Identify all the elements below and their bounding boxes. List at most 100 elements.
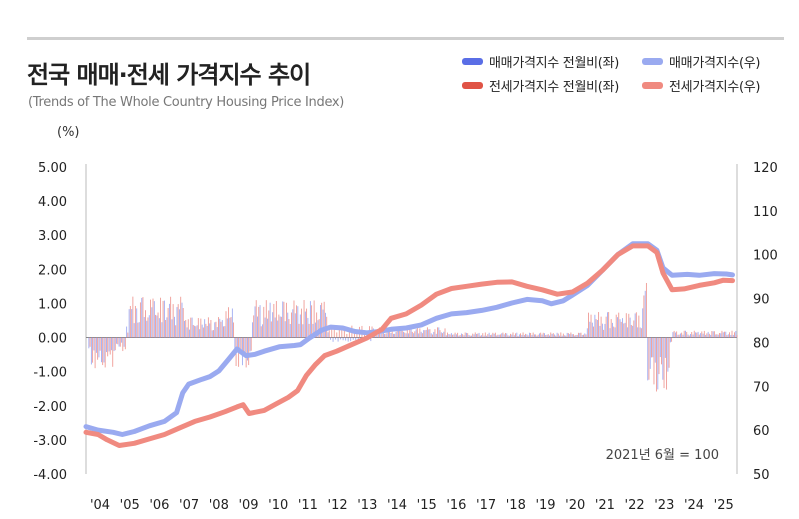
jeonse-mom-bar — [517, 336, 519, 338]
sale-mom-bar — [596, 319, 598, 338]
jeonse-mom-bar — [182, 308, 184, 338]
sale-mom-bar — [113, 337, 115, 352]
x-axis-tick: '17 — [476, 498, 496, 513]
x-axis-tick: '19 — [535, 498, 555, 513]
jeonse-mom-bar — [688, 335, 690, 338]
jeonse-mom-bar — [555, 335, 557, 338]
jeonse-mom-bar — [424, 330, 426, 338]
jeonse-mom-bar — [633, 320, 635, 338]
sale-mom-bar — [471, 335, 472, 338]
left-axis-tick: 5.00 — [38, 161, 67, 176]
jeonse-mom-bar — [157, 312, 159, 338]
jeonse-mom-bar — [492, 332, 494, 338]
sale-mom-bar — [111, 337, 112, 351]
sale-mom-bar — [531, 335, 533, 338]
jeonse-mom-bar — [94, 337, 96, 369]
jeonse-mom-bar — [137, 322, 139, 338]
sale-mom-bar — [455, 334, 457, 338]
jeonse-mom-bar — [656, 337, 657, 392]
sale-mom-bar — [448, 334, 450, 338]
jeonse-mom-bar — [162, 300, 164, 338]
sale-mom-bar — [720, 333, 722, 338]
sale-mom-bar — [458, 335, 460, 338]
jeonse-mom-bar — [527, 335, 529, 338]
jeonse-mom-bar — [542, 332, 544, 338]
sale-mom-bar — [101, 337, 102, 363]
right-axis-tick: 90 — [753, 293, 770, 308]
jeonse-mom-bar — [540, 332, 542, 338]
sale-mom-bar — [357, 337, 359, 340]
jeonse-mom-bar — [520, 333, 521, 338]
jeonse-mom-bar — [585, 334, 587, 338]
sale-mom-bar — [511, 334, 513, 338]
sale-mom-bar — [634, 313, 636, 338]
sale-mom-bar — [304, 311, 306, 338]
jeonse-mom-bar — [661, 337, 662, 365]
jeonse-mom-bar — [283, 301, 285, 338]
jeonse-mom-bar — [202, 327, 204, 338]
sale-mom-bar — [486, 335, 488, 338]
sale-mom-bar — [420, 331, 422, 338]
sale-mom-bar — [423, 330, 425, 338]
jeonse-mom-bar — [124, 337, 126, 350]
jeonse-mom-bar — [223, 326, 224, 338]
sale-mom-bar — [735, 330, 737, 338]
sale-mom-bar — [151, 307, 153, 338]
jeonse-mom-bar — [399, 327, 401, 338]
left-axis-tick: 3.00 — [38, 229, 67, 244]
legend-label-sale-mom: 매매가격지수 전월비(좌) — [489, 56, 619, 71]
jeonse-mom-bar — [185, 320, 187, 338]
sale-mom-bar — [727, 334, 729, 338]
sale-mom-bar — [549, 335, 551, 338]
sale-mom-bar — [269, 302, 271, 338]
sale-mom-bar — [335, 337, 337, 340]
sale-mom-bar — [337, 337, 339, 342]
jeonse-mom-bar — [474, 332, 476, 338]
sale-mom-bar — [690, 333, 691, 338]
jeonse-mom-bar — [122, 337, 124, 352]
sale-mom-bar — [481, 335, 483, 338]
jeonse-mom-bar — [336, 332, 338, 338]
jeonse-mom-bar — [225, 311, 227, 338]
jeonse-mom-bar — [671, 337, 673, 342]
jeonse-mom-bar — [167, 308, 169, 338]
jeonse-mom-bar — [678, 334, 680, 338]
sale-mom-bar — [664, 337, 666, 358]
sale-mom-bar — [632, 325, 634, 338]
sale-mom-bar — [229, 317, 231, 338]
sale-mom-bar — [116, 337, 118, 344]
sale-mom-bar — [629, 317, 631, 338]
jeonse-mom-bar — [170, 296, 172, 338]
jeonse-mom-bar — [253, 315, 255, 338]
sale-mom-bar — [325, 312, 326, 338]
sale-mom-bar — [247, 337, 248, 361]
sale-mom-bar — [123, 337, 125, 347]
jeonse-mom-bar — [439, 330, 441, 338]
sale-mom-bar — [267, 318, 269, 338]
x-axis-tick: '16 — [446, 498, 466, 513]
sale-mom-bar — [667, 337, 669, 372]
sale-mom-bar — [262, 324, 264, 338]
right-axis-tick: 80 — [753, 336, 770, 351]
jeonse-mom-bar — [701, 331, 703, 338]
sale-mom-bar — [450, 333, 452, 338]
sale-mom-bar — [284, 321, 286, 338]
sale-mom-bar — [196, 325, 198, 338]
jeonse-mom-bar — [328, 330, 330, 338]
sale-mom-bar — [536, 335, 538, 338]
sale-mom-bar — [352, 337, 354, 340]
jeonse-mom-bar — [713, 331, 715, 338]
jeonse-mom-bar — [444, 328, 446, 338]
jeonse-mom-bar — [245, 337, 247, 368]
sale-mom-bar — [131, 309, 133, 338]
sale-mom-bar — [347, 337, 349, 342]
sale-mom-bar — [277, 320, 279, 338]
jeonse-mom-bar — [454, 332, 456, 338]
jeonse-mom-bar — [212, 330, 214, 338]
sale-mom-bar — [302, 324, 304, 338]
sale-mom-bar — [350, 337, 352, 342]
sale-mom-bar — [443, 331, 445, 338]
sale-mom-bar — [478, 332, 480, 338]
legend-item-jeonse-index: 전세가격지수(우) — [642, 76, 760, 95]
sale-mom-bar — [687, 334, 689, 338]
